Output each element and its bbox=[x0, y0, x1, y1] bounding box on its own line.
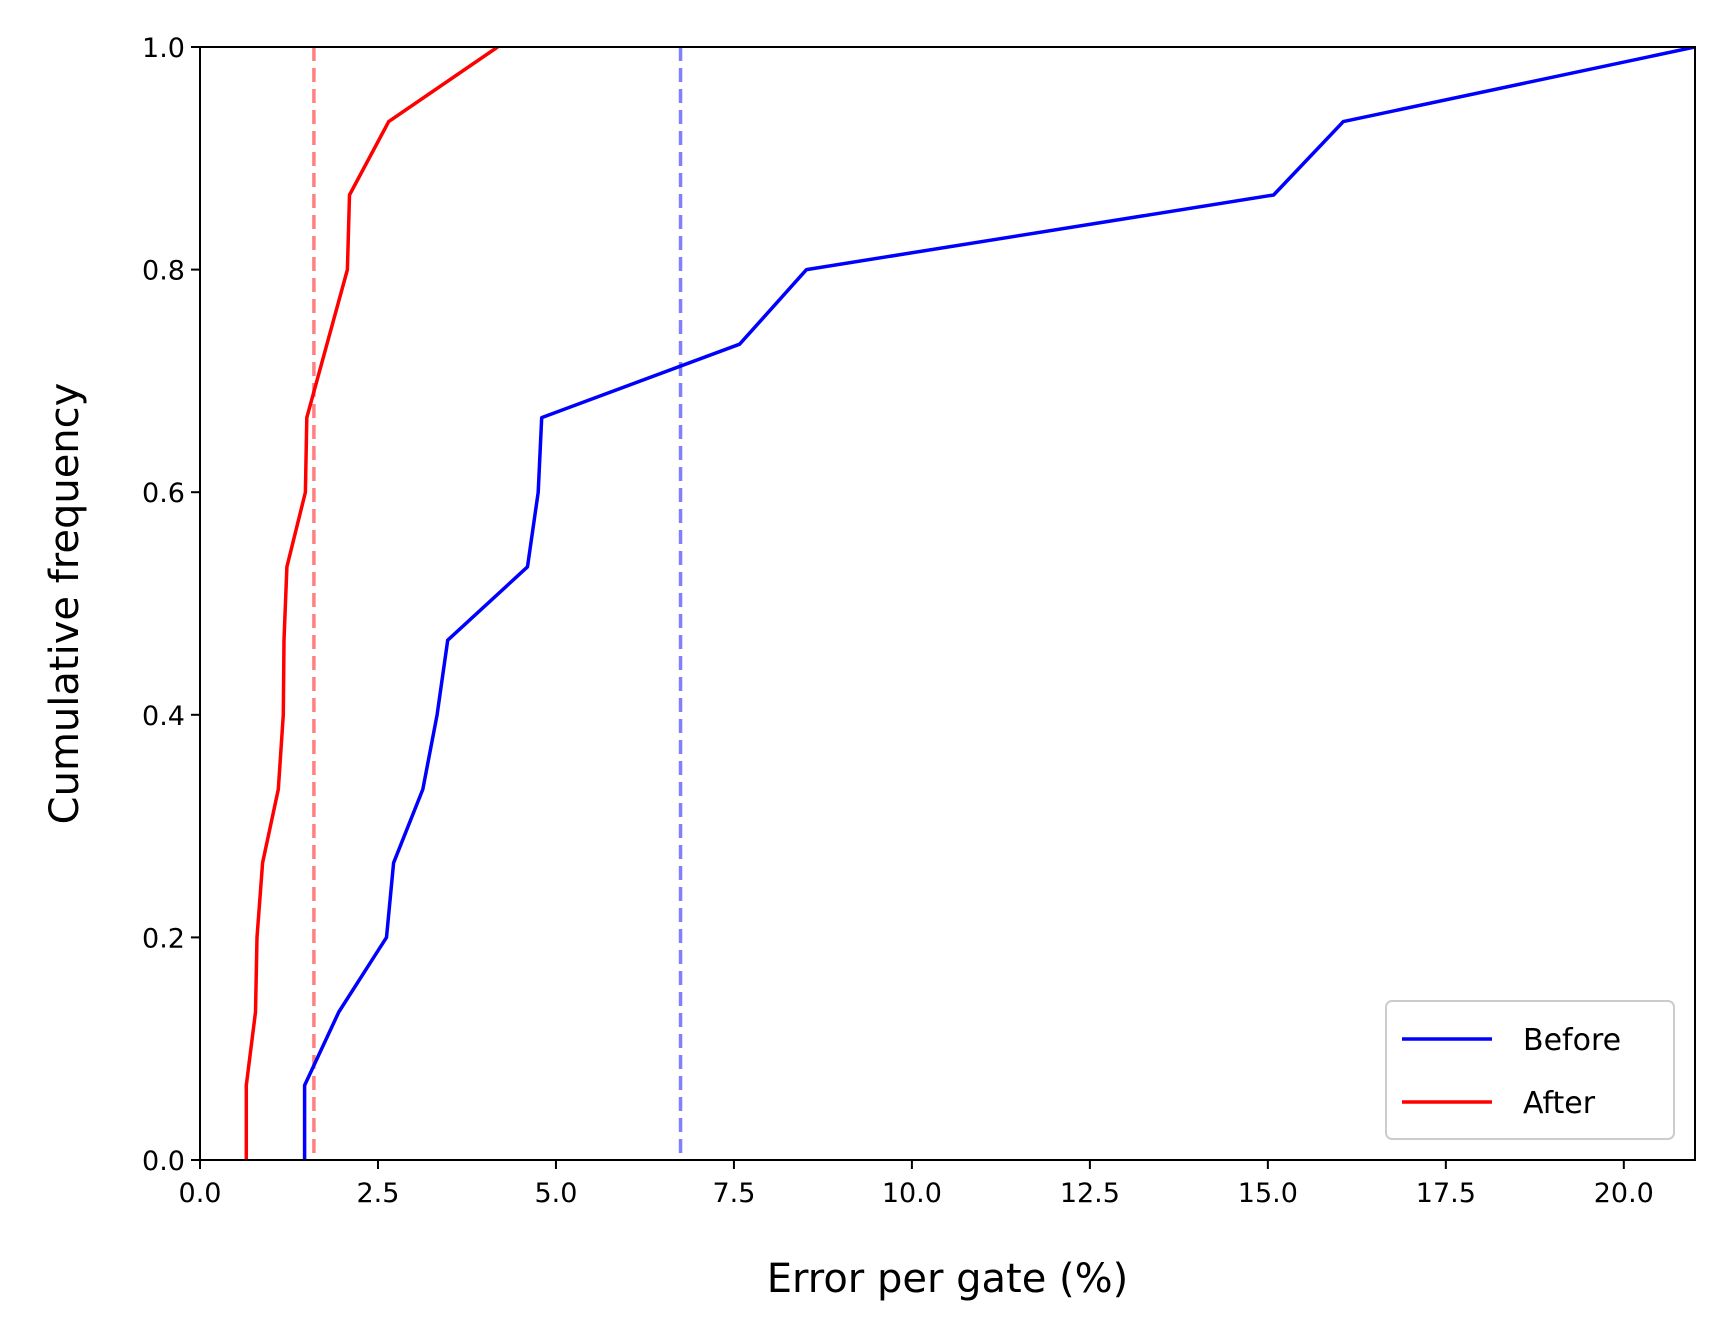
y-tick-label: 0.0 bbox=[142, 1146, 185, 1177]
legend-box bbox=[1385, 1000, 1675, 1140]
legend: Before After bbox=[1385, 1000, 1675, 1140]
x-tick-label: 12.5 bbox=[1060, 1178, 1120, 1209]
y-tick-label: 0.6 bbox=[142, 478, 185, 509]
series-lines bbox=[244, 47, 1695, 1160]
x-axis-label: Error per gate (%) bbox=[767, 1256, 1129, 1302]
y-tick-label: 1.0 bbox=[142, 33, 185, 64]
x-tick-label: 5.0 bbox=[534, 1178, 577, 1209]
series-line-before bbox=[302, 47, 1695, 1160]
x-tick-label: 7.5 bbox=[712, 1178, 755, 1209]
series-line-after bbox=[244, 47, 499, 1160]
x-tick-label: 20.0 bbox=[1594, 1178, 1654, 1209]
y-tick-label: 0.8 bbox=[142, 256, 185, 287]
y-axis-ticks: 0.0 0.2 0.4 0.6 0.8 1.0 bbox=[142, 33, 200, 1177]
y-axis-label: Cumulative frequency bbox=[42, 383, 88, 825]
x-tick-label: 17.5 bbox=[1416, 1178, 1476, 1209]
x-tick-label: 15.0 bbox=[1238, 1178, 1298, 1209]
y-tick-label: 0.4 bbox=[142, 701, 185, 732]
legend-label-before: Before bbox=[1523, 1023, 1621, 1058]
reference-lines bbox=[312, 47, 683, 1160]
legend-label-after: After bbox=[1523, 1086, 1596, 1121]
x-tick-label: 10.0 bbox=[882, 1178, 942, 1209]
plot-frame bbox=[199, 46, 1696, 1161]
x-tick-label: 2.5 bbox=[356, 1178, 399, 1209]
x-axis-ticks: 0.0 2.5 5.0 7.5 10.0 12.5 15.0 17.5 20.0 bbox=[179, 1160, 1654, 1209]
x-tick-label: 0.0 bbox=[179, 1178, 222, 1209]
y-tick-label: 0.2 bbox=[142, 923, 185, 954]
